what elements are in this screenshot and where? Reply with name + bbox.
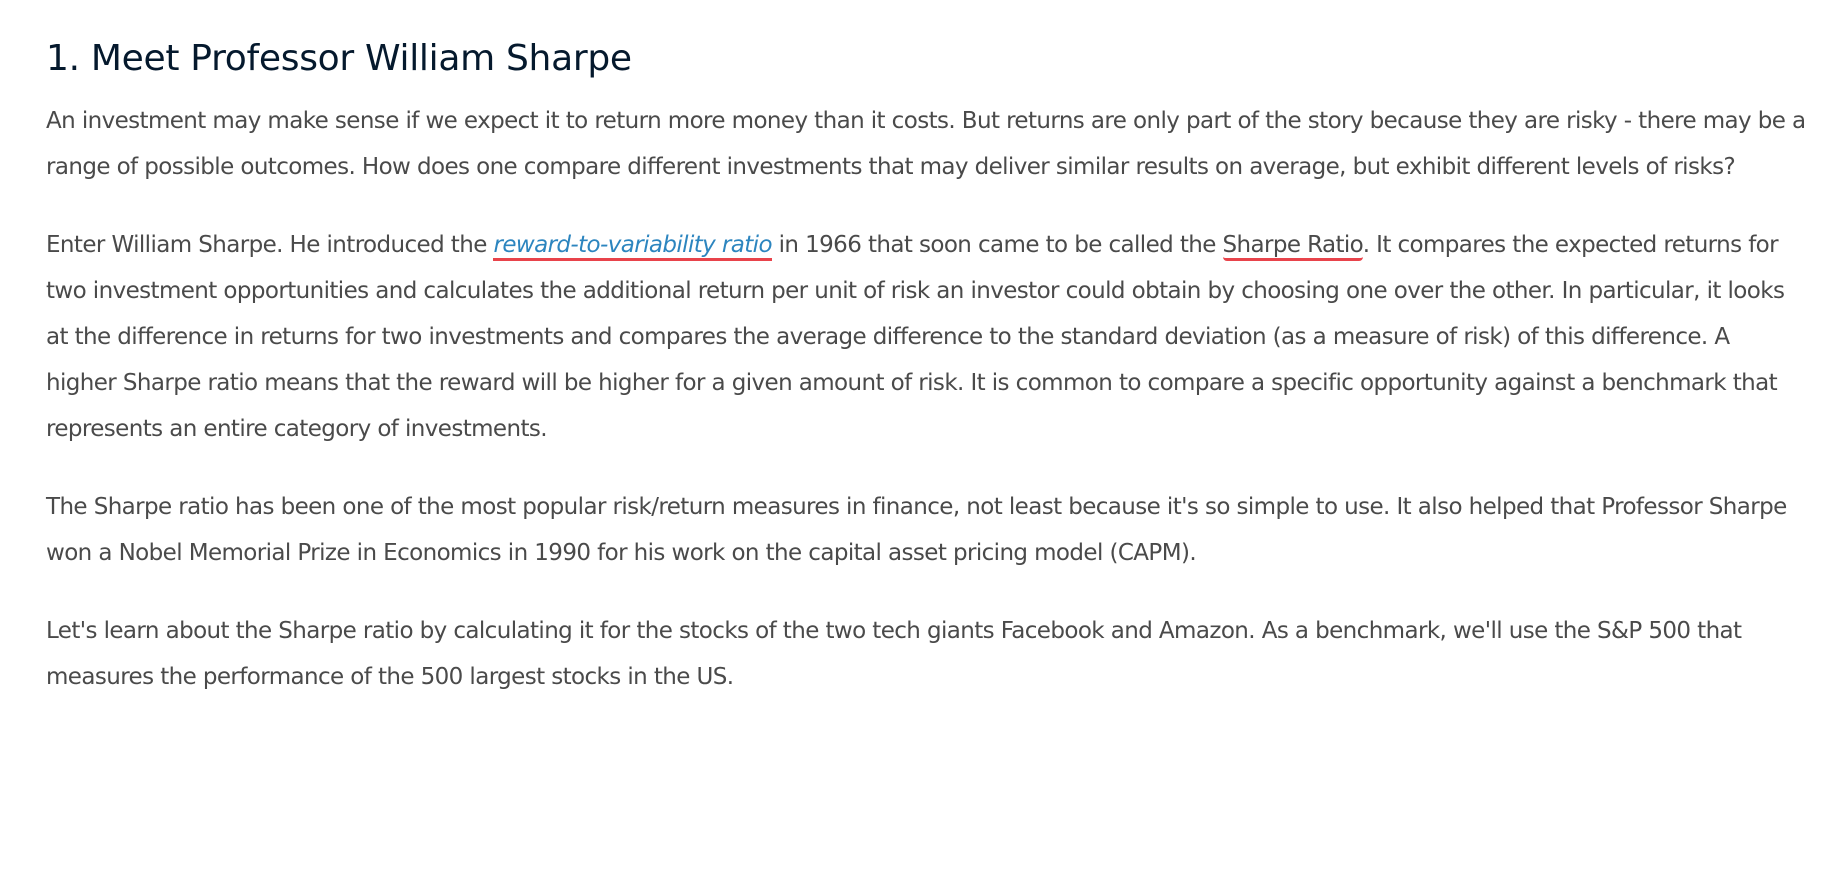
benchmark-paragraph: Let's learn about the Sharpe ratio by ca… (46, 618, 1742, 690)
paragraph-text-before-link: Enter William Sharpe. He introduced the (46, 232, 494, 258)
sharpe-ratio-term: Sharpe Ratio (1222, 232, 1363, 261)
page-title: 1. Meet Professor William Sharpe (46, 38, 632, 79)
sharpe-paragraph: Enter William Sharpe. He introduced the … (46, 222, 1806, 452)
intro-paragraph: An investment may make sense if we expec… (46, 108, 1806, 180)
popularity-paragraph: The Sharpe ratio has been one of the mos… (46, 494, 1787, 566)
paragraph-text-after: . It compares the expected returns for t… (46, 232, 1785, 442)
reward-to-variability-ratio-link[interactable]: reward-to-variability ratio (493, 232, 773, 261)
paragraph-text-between: in 1966 that soon came to be called the (771, 232, 1223, 258)
